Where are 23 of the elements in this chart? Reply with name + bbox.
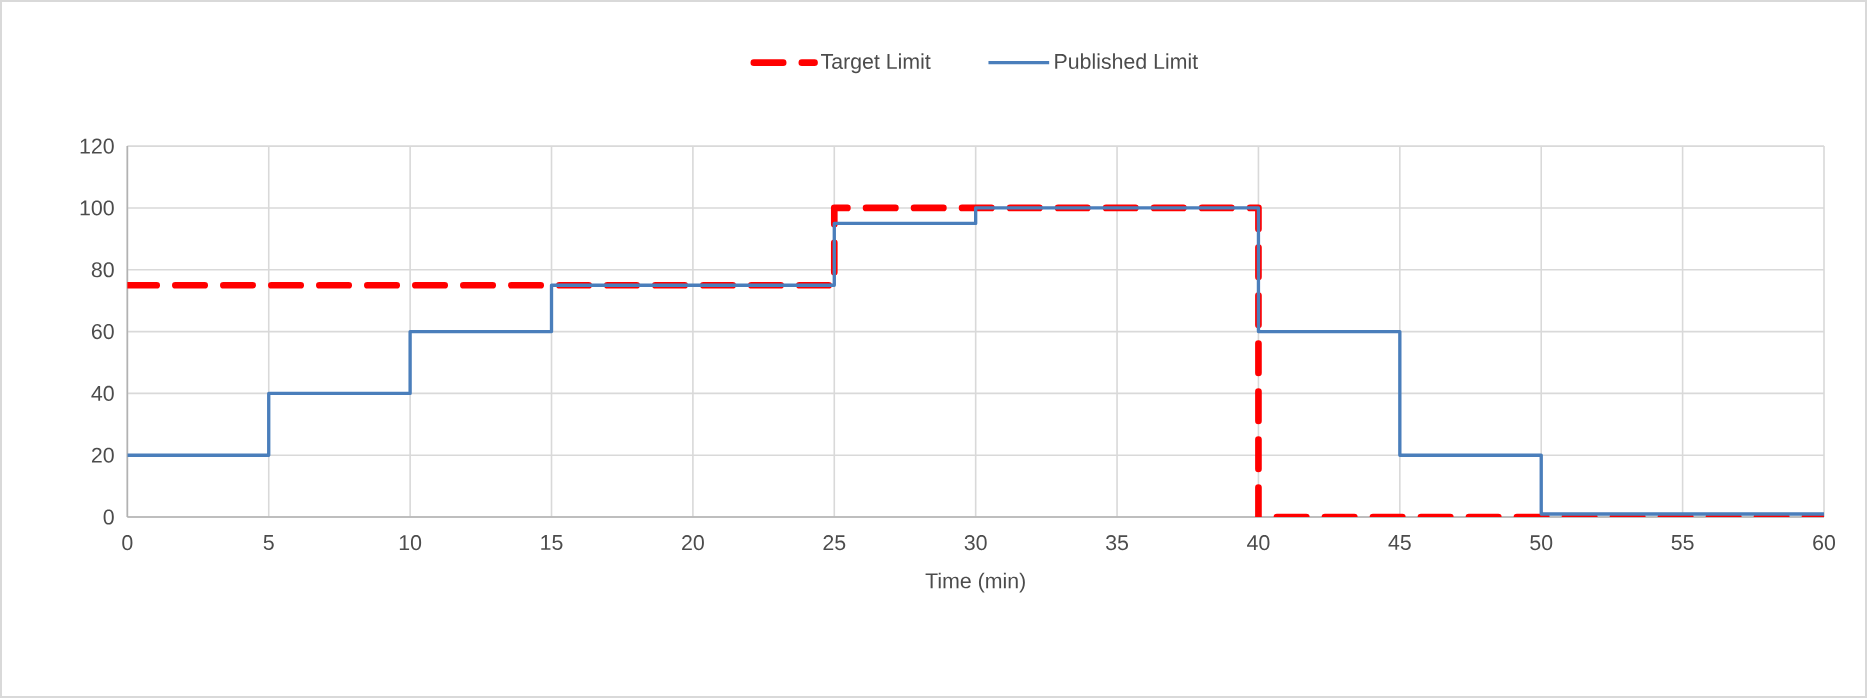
x-tick-label: 40 <box>1247 535 1270 551</box>
x-tick-label: 20 <box>682 535 704 551</box>
x-tick-label: 5 <box>263 535 274 550</box>
y-tick-label: 20 <box>91 447 114 463</box>
x-tick-label: 10 <box>399 535 422 551</box>
x-tick-label: 30 <box>964 535 987 551</box>
x-tick-label: 0 <box>122 535 133 551</box>
y-tick-label: 40 <box>91 385 114 401</box>
x-tick-label: 15 <box>541 535 563 550</box>
y-tick-label: 0 <box>103 509 114 525</box>
y-tick-label: 60 <box>91 324 114 340</box>
y-tick-label: 100 <box>80 200 114 216</box>
x-tick-label: 25 <box>823 535 846 551</box>
x-tick-label: 45 <box>1388 535 1411 550</box>
x-tick-label: 50 <box>1530 535 1553 551</box>
x-tick-label: 55 <box>1671 535 1694 550</box>
x-axis-title: Time (min) <box>925 572 1025 593</box>
y-tick-label: 120 <box>80 138 114 154</box>
legend-label: Published Limit <box>1055 53 1198 69</box>
x-tick-label: 35 <box>1106 535 1129 551</box>
x-tick-label: 60 <box>1813 535 1836 551</box>
legend-label: Target Limit <box>821 53 931 74</box>
y-tick-label: 80 <box>91 262 114 278</box>
